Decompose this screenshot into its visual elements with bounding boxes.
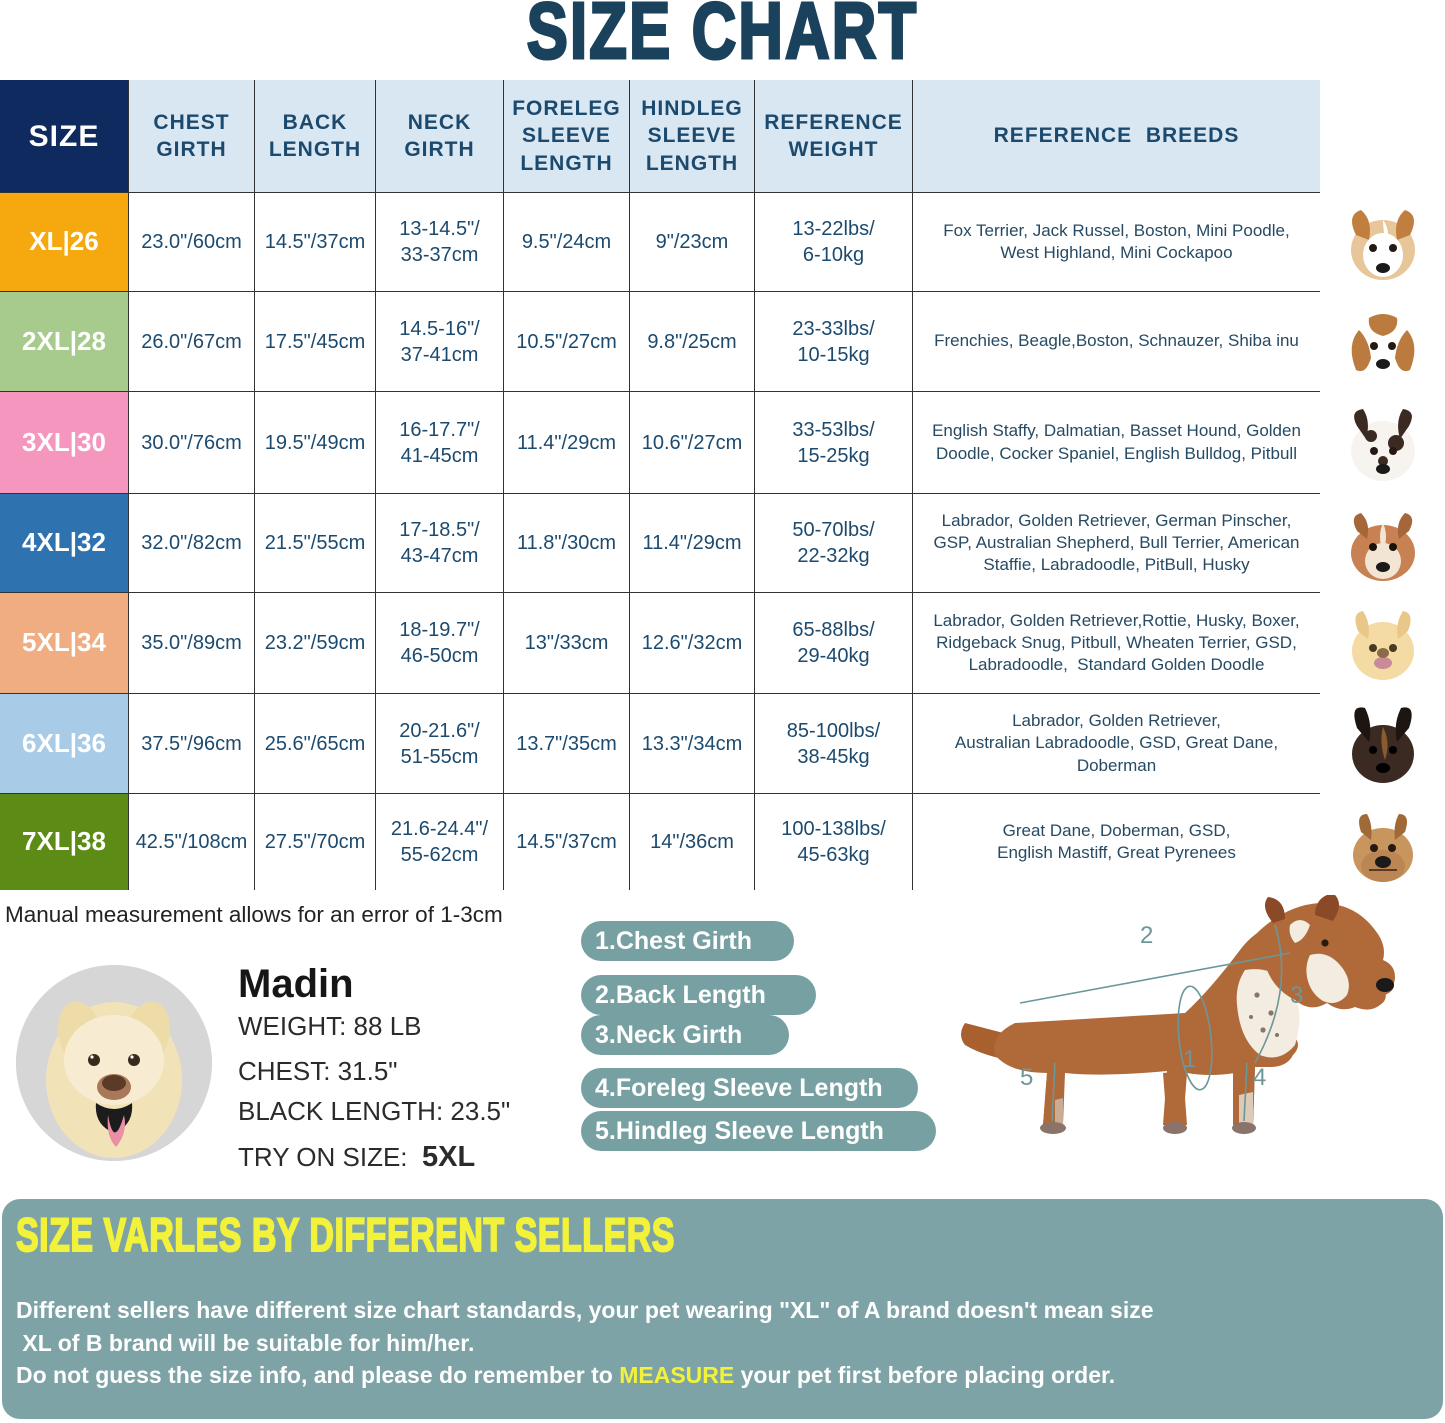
svg-text:2: 2	[1140, 922, 1153, 949]
svg-text:1: 1	[1183, 1046, 1196, 1073]
svg-text:4: 4	[1253, 1064, 1266, 1091]
svg-text:3: 3	[1290, 982, 1303, 1009]
svg-text:5: 5	[1020, 1064, 1033, 1091]
